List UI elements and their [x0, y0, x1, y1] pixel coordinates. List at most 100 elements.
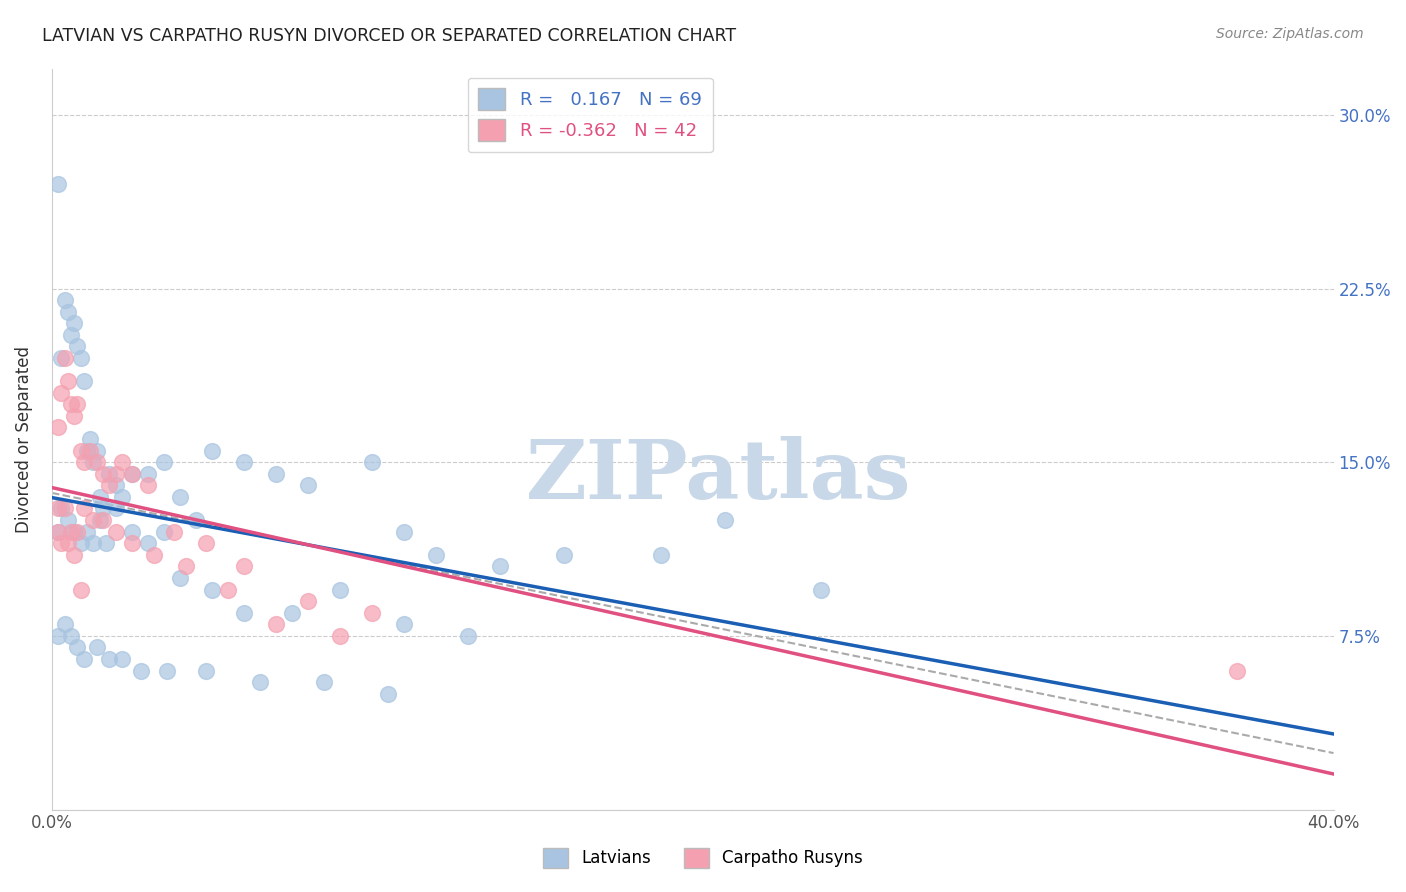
Point	[104, 467, 127, 481]
Legend: Latvians, Carpatho Rusyns: Latvians, Carpatho Rusyns	[536, 841, 870, 875]
Point	[63, 316, 86, 330]
Point	[76, 443, 98, 458]
Point	[63, 548, 86, 562]
Point	[281, 606, 304, 620]
Point	[51, 351, 73, 365]
Point	[76, 524, 98, 539]
Point	[51, 536, 73, 550]
Text: Source: ZipAtlas.com: Source: ZipAtlas.com	[1216, 27, 1364, 41]
Point	[201, 443, 224, 458]
Point	[329, 629, 352, 643]
Point	[111, 652, 134, 666]
Point	[56, 374, 79, 388]
Point	[73, 455, 96, 469]
Point	[66, 640, 89, 655]
Point	[121, 467, 143, 481]
Point	[98, 467, 121, 481]
Point	[59, 327, 82, 342]
Point	[111, 455, 134, 469]
Point	[53, 351, 76, 365]
Point	[56, 536, 79, 550]
Point	[136, 478, 159, 492]
Point	[176, 559, 198, 574]
Point	[96, 536, 118, 550]
Point	[53, 293, 76, 307]
Point	[73, 501, 96, 516]
Point	[46, 629, 69, 643]
Point	[104, 524, 127, 539]
Point	[201, 582, 224, 597]
Point	[59, 524, 82, 539]
Point	[73, 652, 96, 666]
Point	[713, 513, 735, 527]
Point	[361, 606, 384, 620]
Point	[59, 629, 82, 643]
Point	[121, 524, 143, 539]
Point	[73, 374, 96, 388]
Point	[156, 664, 179, 678]
Point	[69, 536, 91, 550]
Point	[91, 513, 114, 527]
Point	[136, 467, 159, 481]
Point	[66, 524, 89, 539]
Point	[233, 606, 256, 620]
Point	[425, 548, 447, 562]
Point	[153, 455, 176, 469]
Point	[136, 536, 159, 550]
Point	[394, 617, 416, 632]
Point	[377, 687, 399, 701]
Point	[63, 409, 86, 423]
Point	[184, 513, 207, 527]
Point	[46, 420, 69, 434]
Point	[233, 455, 256, 469]
Point	[46, 524, 69, 539]
Point	[91, 501, 114, 516]
Point	[104, 501, 127, 516]
Point	[249, 675, 271, 690]
Point	[86, 455, 108, 469]
Point	[153, 524, 176, 539]
Point	[650, 548, 672, 562]
Point	[169, 571, 191, 585]
Y-axis label: Divorced or Separated: Divorced or Separated	[15, 345, 32, 533]
Point	[98, 478, 121, 492]
Point	[56, 513, 79, 527]
Point	[217, 582, 239, 597]
Point	[69, 351, 91, 365]
Point	[82, 455, 104, 469]
Text: LATVIAN VS CARPATHO RUSYN DIVORCED OR SEPARATED CORRELATION CHART: LATVIAN VS CARPATHO RUSYN DIVORCED OR SE…	[42, 27, 737, 45]
Point	[361, 455, 384, 469]
Point	[394, 524, 416, 539]
Point	[86, 443, 108, 458]
Point	[810, 582, 832, 597]
Point	[162, 524, 184, 539]
Point	[98, 652, 121, 666]
Point	[51, 501, 73, 516]
Point	[89, 490, 111, 504]
Point	[69, 582, 91, 597]
Point	[53, 617, 76, 632]
Point	[66, 339, 89, 353]
Point	[46, 501, 69, 516]
Point	[56, 304, 79, 318]
Point	[297, 594, 319, 608]
Point	[121, 536, 143, 550]
Point	[46, 524, 69, 539]
Text: ZIPatlas: ZIPatlas	[526, 436, 911, 516]
Point	[86, 640, 108, 655]
Point	[169, 490, 191, 504]
Point	[131, 664, 153, 678]
Point	[82, 536, 104, 550]
Point	[553, 548, 575, 562]
Point	[82, 513, 104, 527]
Point	[79, 443, 101, 458]
Point	[51, 385, 73, 400]
Point	[264, 467, 287, 481]
Point	[194, 664, 217, 678]
Point	[457, 629, 479, 643]
Point	[89, 513, 111, 527]
Point	[329, 582, 352, 597]
Point	[91, 467, 114, 481]
Point	[46, 178, 69, 192]
Point	[111, 490, 134, 504]
